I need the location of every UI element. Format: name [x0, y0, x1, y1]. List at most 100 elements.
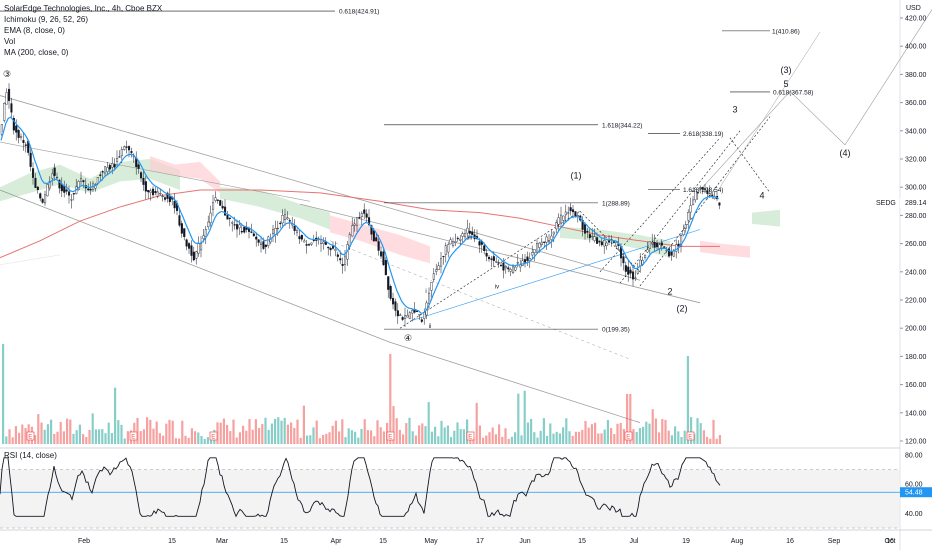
volume-bar: [530, 418, 533, 444]
volume-bar: [549, 423, 552, 444]
volume-bar: [690, 417, 693, 444]
volume-bar: [251, 429, 254, 444]
volume-bar: [24, 428, 27, 444]
x-tick-label: 16: [886, 538, 894, 545]
volume-bar: [229, 431, 232, 444]
wave-label: 2: [667, 286, 672, 296]
x-tick-label: Oct: [885, 538, 896, 545]
candle-body: [32, 168, 35, 178]
volume-bar: [155, 421, 158, 444]
earnings-marker-label: E: [626, 435, 630, 441]
candle-body: [281, 215, 284, 224]
candle-body: [154, 191, 157, 194]
volume-bar: [322, 434, 325, 444]
candle-body: [509, 269, 512, 272]
candle-body: [17, 130, 20, 138]
volume-bar: [171, 420, 174, 444]
candle-body: [195, 251, 198, 259]
candle-body: [67, 191, 71, 196]
candle-body: [108, 164, 111, 170]
volume-bar: [491, 427, 494, 444]
candle-body: [437, 265, 440, 271]
rsi-legend[interactable]: RSI (14, close): [4, 451, 57, 460]
candle-body: [3, 103, 6, 121]
chart-title[interactable]: SolarEdge Technologies, Inc., 4h, Cboe B…: [4, 4, 163, 13]
candle-body: [500, 264, 503, 267]
wave-label: 3: [732, 104, 737, 114]
earnings-marker-label: E: [28, 435, 32, 441]
volume-bar: [14, 426, 17, 444]
candle-body: [533, 249, 536, 253]
x-tick-label: Feb: [78, 538, 90, 545]
indicator-vol[interactable]: Vol: [4, 37, 16, 46]
candle-body: [58, 179, 61, 189]
candle-body: [665, 250, 668, 252]
candle-body: [629, 270, 632, 274]
candle-body: [0, 124, 3, 135]
candle-body: [497, 262, 500, 264]
indicator-ichimoku[interactable]: Ichimoku (9, 26, 52, 26): [4, 15, 89, 24]
wave-label: iii: [468, 235, 472, 241]
volume-bar: [453, 430, 456, 444]
candle-body: [365, 213, 368, 218]
candle-body: [228, 217, 231, 220]
volume-bar: [334, 420, 337, 444]
candle-body: [408, 312, 411, 319]
candle-body: [274, 227, 277, 235]
candle-body: [192, 251, 195, 261]
candle-body: [531, 252, 534, 256]
volume-bar: [18, 432, 21, 444]
volume-bar: [299, 437, 302, 444]
indicator-ema[interactable]: EMA (8, close, 0): [4, 26, 65, 35]
volume-bar: [581, 429, 584, 444]
volume-bar: [357, 437, 360, 444]
volume-bar: [50, 419, 53, 444]
candle-body: [336, 254, 339, 257]
volume-bar: [421, 423, 424, 444]
volume-bar: [434, 426, 437, 444]
candle-body: [207, 221, 210, 228]
candle-body: [648, 241, 651, 249]
candle-body: [48, 181, 51, 189]
time-axis[interactable]: Feb 15 Mar 15 Apr 15 May 17 Jun 15 Jul 19 Aug 16 Sep 16…: [78, 538, 896, 545]
volume-bar: [677, 431, 680, 444]
candle-body: [598, 240, 601, 243]
candle-body: [202, 235, 205, 239]
candle-body: [689, 205, 692, 213]
candle-body: [51, 173, 54, 179]
y-tick-label: 420.00: [905, 16, 927, 23]
candle-body: [358, 217, 361, 219]
volume-bar: [40, 422, 43, 444]
y-tick-label: 280.00: [905, 213, 927, 220]
candle-body: [586, 230, 589, 233]
candle-body: [20, 136, 23, 138]
y-tick-label: 240.00: [905, 269, 927, 276]
volume-bar: [648, 423, 651, 444]
candle-body: [255, 236, 258, 240]
y-tick-label: 300.00: [905, 185, 927, 192]
candle-body: [483, 245, 486, 252]
volume-bar: [216, 422, 219, 444]
price-axis[interactable]: USD 420.00 400.00 380.00 360.00 340.00 320.00 3…: [876, 5, 932, 446]
candle-body: [452, 241, 455, 246]
volume-bar: [245, 430, 248, 444]
volume-bar: [293, 427, 296, 444]
indicator-ma[interactable]: MA (200, close, 0): [4, 48, 69, 57]
y-tick-label: 140.00: [905, 410, 927, 417]
candle-body: [394, 301, 397, 311]
fib-levels: 0.618(424.91) 1(410.86) 0.618(367.58) 1.618…: [0, 9, 813, 334]
volume-bar: [110, 433, 113, 444]
volume-bar: [651, 409, 654, 444]
volume-bar: [283, 417, 286, 444]
earnings-marker-label: E: [468, 435, 472, 441]
candle-body: [216, 199, 219, 201]
candle-body: [178, 215, 181, 226]
volume-bar: [610, 428, 613, 444]
last-price-badge: [900, 197, 932, 208]
volume-bar: [664, 419, 667, 444]
volume-bar: [667, 430, 670, 444]
volume-bar: [2, 344, 5, 444]
candle-body: [56, 176, 59, 179]
volume-bar: [718, 434, 721, 444]
